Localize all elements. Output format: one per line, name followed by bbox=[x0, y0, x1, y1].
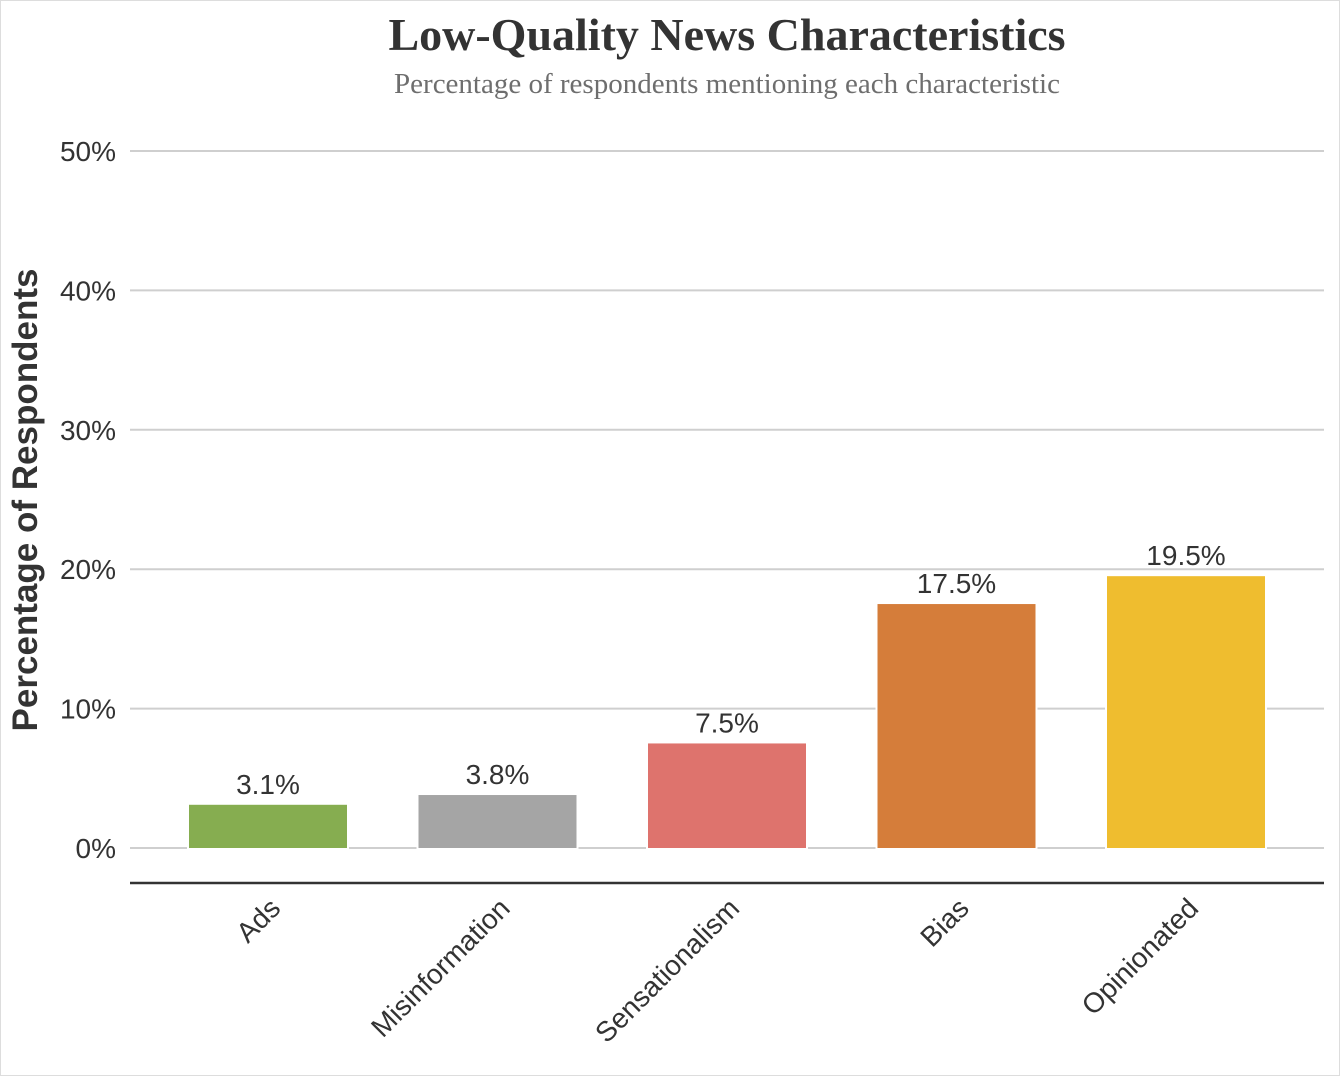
chart-title: Low-Quality News Characteristics bbox=[388, 9, 1066, 60]
x-tick-label: Misinformation bbox=[365, 892, 516, 1043]
y-tick-label: 0% bbox=[76, 833, 116, 864]
x-tick-label: Sensationalism bbox=[589, 892, 745, 1048]
bar-opinionated bbox=[1107, 576, 1265, 848]
bar-ads bbox=[189, 804, 347, 848]
x-axis-categories: Ads Misinformation Sensationalism Bias Opini… bbox=[230, 892, 1204, 1048]
data-label: 3.1% bbox=[236, 769, 300, 800]
bar-bias bbox=[877, 604, 1036, 848]
data-label: 7.5% bbox=[695, 707, 759, 738]
y-tick-label: 10% bbox=[60, 694, 116, 725]
data-label: 3.8% bbox=[466, 759, 530, 790]
bars bbox=[187, 575, 1267, 849]
y-axis-title: Percentage of Respondents bbox=[6, 269, 45, 732]
x-tick-label: Opinionated bbox=[1076, 892, 1205, 1021]
chart-subtitle: Percentage of respondents mentioning eac… bbox=[394, 68, 1060, 100]
y-tick-label: 40% bbox=[60, 275, 116, 306]
y-tick-label: 50% bbox=[60, 136, 116, 167]
data-labels: 3.1% 3.8% 7.5% 17.5% 19.5% bbox=[236, 540, 1226, 800]
x-tick-label: Ads bbox=[230, 892, 286, 948]
bar-misinformation bbox=[418, 795, 577, 848]
y-tick-label: 30% bbox=[60, 415, 116, 446]
data-label: 19.5% bbox=[1146, 540, 1225, 571]
bar-sensationalism bbox=[648, 743, 806, 848]
y-tick-label: 20% bbox=[60, 554, 116, 585]
x-tick-label: Bias bbox=[914, 892, 974, 952]
y-axis-ticks: 0% 10% 20% 30% 40% 50% bbox=[60, 136, 116, 864]
gridlines bbox=[130, 150, 1324, 849]
data-label: 17.5% bbox=[917, 568, 996, 599]
